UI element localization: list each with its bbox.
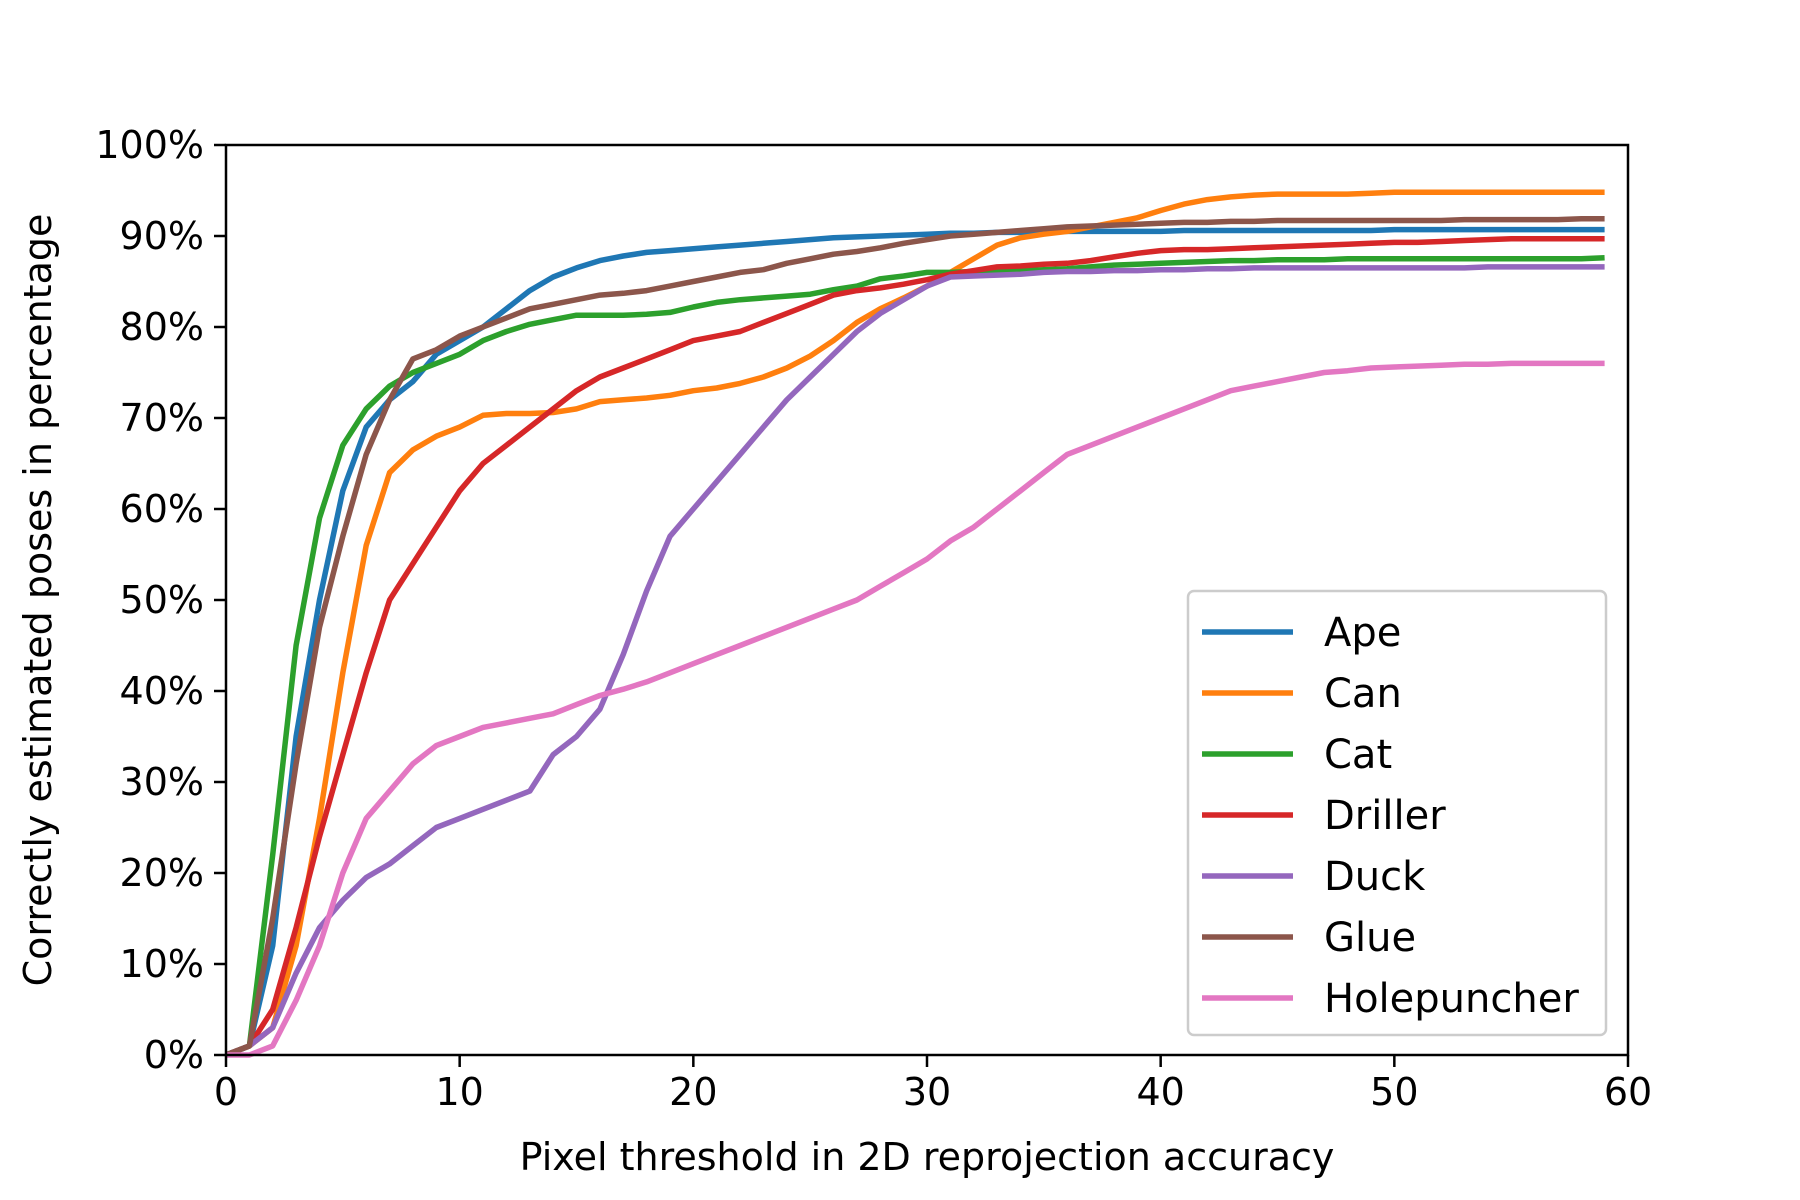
legend: Ape Can Cat Driller Duck Glue Holepuncher (1186, 589, 1608, 1037)
y-tick-label: 30% (120, 760, 204, 804)
series-line-driller (225, 235, 1605, 1058)
y-tick-label: 70% (120, 396, 204, 440)
x-tick-label: 20 (669, 1070, 717, 1114)
y-tick-label: 0% (144, 1033, 204, 1077)
y-tick-label: 20% (120, 851, 204, 895)
y-tick-label: 60% (120, 487, 204, 531)
legend-label-cat: Cat (1324, 732, 1392, 778)
legend-label-driller: Driller (1324, 793, 1446, 839)
legend-label-holepuncher: Holepuncher (1324, 976, 1579, 1022)
y-axis-title: Correctly estimated poses in percentage (16, 214, 60, 987)
x-tick-label: 50 (1370, 1070, 1418, 1114)
series-line-glue (225, 215, 1605, 1058)
x-tick-label: 0 (214, 1070, 238, 1114)
legend-label-ape: Ape (1324, 610, 1401, 656)
x-axis-title: Pixel threshold in 2D reprojection accur… (520, 1135, 1335, 1179)
series-line-ape (225, 226, 1605, 1058)
legend-label-glue: Glue (1324, 915, 1416, 961)
series-line-holepuncher (226, 360, 1605, 1058)
series-line-cat (225, 255, 1605, 1058)
legend-label-can: Can (1324, 671, 1402, 717)
x-tick-label: 30 (903, 1070, 951, 1114)
legend-box (1186, 589, 1608, 1037)
x-tick-label: 60 (1604, 1070, 1652, 1114)
y-tick-label: 90% (120, 214, 204, 258)
y-tick-label: 100% (95, 123, 204, 167)
x-tick-label: 40 (1136, 1070, 1184, 1114)
y-tick-label: 10% (120, 942, 204, 986)
series-line-duck (225, 264, 1605, 1058)
x-tick-label: 10 (435, 1070, 483, 1114)
legend-label-duck: Duck (1324, 854, 1426, 900)
y-tick-label: 80% (120, 305, 204, 349)
y-tick-label: 40% (120, 669, 204, 713)
y-tick-label: 50% (120, 578, 204, 622)
